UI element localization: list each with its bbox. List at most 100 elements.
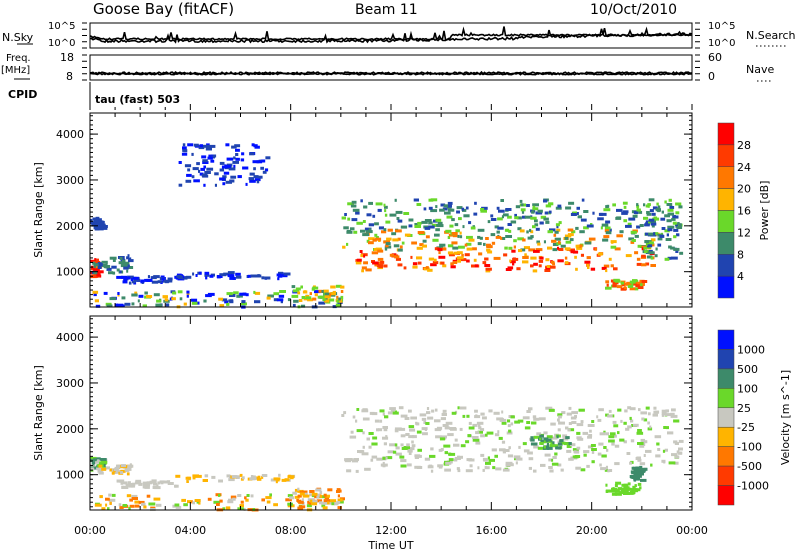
data-cell bbox=[457, 455, 463, 459]
data-cell bbox=[493, 256, 501, 260]
data-cell bbox=[202, 161, 209, 164]
data-cell bbox=[241, 476, 245, 480]
data-cell bbox=[637, 458, 642, 462]
beam-title: Beam 11 bbox=[355, 2, 418, 18]
data-cell bbox=[422, 432, 428, 436]
data-cell bbox=[543, 217, 549, 221]
data-cell bbox=[375, 236, 379, 239]
data-cell bbox=[91, 274, 97, 278]
data-cell bbox=[309, 490, 315, 493]
data-cell bbox=[182, 143, 186, 147]
data-cell bbox=[630, 439, 635, 443]
colorbar-segment bbox=[717, 465, 735, 486]
data-cell bbox=[438, 255, 446, 259]
data-cell bbox=[670, 412, 675, 416]
data-cell bbox=[192, 272, 195, 276]
data-cell bbox=[630, 240, 635, 244]
data-cell bbox=[615, 481, 622, 485]
cpid-value: tau (fast) 503 bbox=[95, 93, 181, 106]
data-cell bbox=[109, 501, 112, 505]
data-cell bbox=[297, 494, 302, 498]
data-cell bbox=[494, 433, 500, 437]
data-cell bbox=[629, 407, 636, 411]
data-cell bbox=[204, 271, 210, 275]
data-cell bbox=[486, 431, 494, 435]
data-cell bbox=[656, 202, 659, 206]
data-cell bbox=[94, 227, 99, 231]
data-cell bbox=[243, 507, 246, 511]
data-cell bbox=[316, 499, 323, 503]
data-cell bbox=[368, 241, 374, 245]
data-cell bbox=[444, 211, 451, 215]
data-cell bbox=[532, 203, 539, 207]
data-cell bbox=[614, 462, 620, 466]
data-cell bbox=[319, 494, 323, 498]
data-cell bbox=[385, 242, 391, 246]
data-cell bbox=[633, 473, 638, 477]
data-cell bbox=[198, 501, 201, 505]
data-cell bbox=[417, 231, 425, 234]
data-cell bbox=[575, 466, 582, 470]
data-cell bbox=[558, 221, 562, 225]
data-cell bbox=[127, 254, 130, 258]
data-cell bbox=[656, 442, 660, 446]
data-cell bbox=[640, 478, 647, 482]
data-cell bbox=[454, 223, 459, 227]
data-cell bbox=[403, 212, 410, 215]
data-cell bbox=[414, 454, 421, 458]
data-cell bbox=[530, 256, 537, 260]
data-cell bbox=[264, 168, 269, 172]
data-cell bbox=[204, 474, 209, 478]
data-cell bbox=[624, 409, 628, 413]
data-cell bbox=[569, 238, 574, 242]
data-cell bbox=[419, 243, 424, 247]
data-cell bbox=[309, 499, 313, 503]
data-cell bbox=[298, 505, 306, 509]
data-cell bbox=[630, 230, 637, 234]
data-cell bbox=[233, 291, 239, 295]
data-cell bbox=[361, 452, 369, 456]
data-cell bbox=[480, 412, 485, 416]
data-cell bbox=[548, 202, 554, 206]
data-cell bbox=[295, 287, 301, 291]
colorbar-tick-label: 500 bbox=[737, 363, 758, 376]
data-cell bbox=[627, 406, 632, 410]
data-cell bbox=[614, 247, 621, 251]
data-cell bbox=[551, 458, 554, 462]
data-cell bbox=[534, 223, 539, 227]
data-cell bbox=[673, 215, 676, 218]
data-cell bbox=[594, 247, 597, 251]
data-cell bbox=[198, 146, 205, 150]
y-axis-label: Slant Range [km] bbox=[32, 162, 45, 258]
data-cell bbox=[678, 439, 684, 443]
data-cell bbox=[604, 468, 609, 472]
data-cell bbox=[322, 506, 328, 510]
data-cell bbox=[576, 423, 584, 427]
data-cell bbox=[526, 410, 531, 413]
data-cell bbox=[405, 433, 410, 436]
data-cell bbox=[219, 273, 227, 277]
data-cell bbox=[538, 417, 546, 421]
data-cell bbox=[119, 270, 122, 274]
data-cell bbox=[127, 264, 130, 268]
data-cell bbox=[141, 502, 146, 506]
data-cell bbox=[451, 241, 458, 245]
data-cell bbox=[379, 409, 385, 413]
colorbar-label: Power [dB] bbox=[758, 181, 771, 241]
data-cell bbox=[187, 168, 191, 172]
data-cell bbox=[483, 242, 486, 246]
data-cell bbox=[546, 435, 553, 439]
data-cell bbox=[643, 216, 649, 220]
data-cell bbox=[391, 232, 397, 236]
data-cell bbox=[324, 295, 331, 299]
data-cell bbox=[456, 251, 463, 255]
data-cell bbox=[100, 226, 108, 230]
data-cell bbox=[633, 486, 636, 490]
data-cell bbox=[121, 296, 126, 300]
data-cell bbox=[416, 256, 423, 260]
data-cell bbox=[554, 237, 561, 241]
data-cell bbox=[407, 449, 413, 453]
data-cell bbox=[670, 246, 675, 250]
data-cell bbox=[306, 504, 312, 508]
data-cell bbox=[366, 437, 370, 441]
